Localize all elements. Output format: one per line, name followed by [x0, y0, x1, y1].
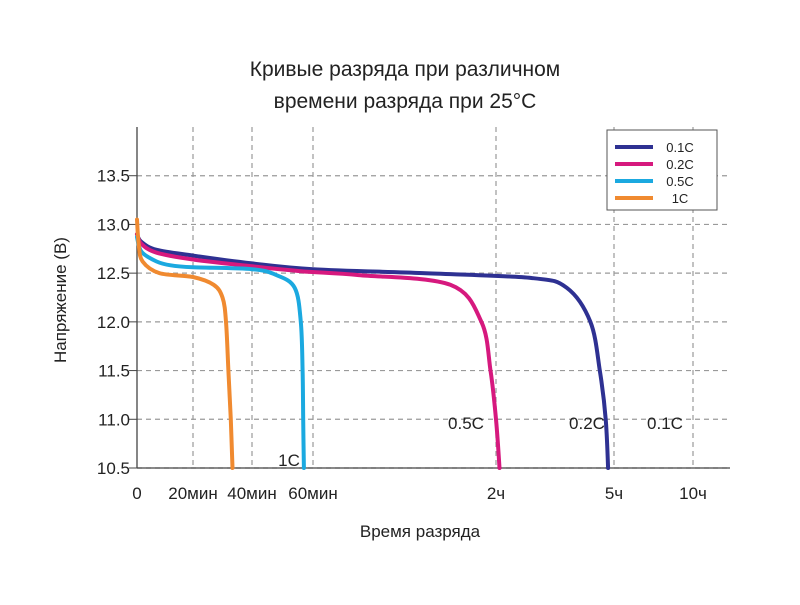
- chart-title-line-2: времени разряда при 25°C: [274, 90, 537, 113]
- series-line-02c: [135, 232, 502, 470]
- chart-title-line-1: Кривые разряда при различном: [250, 58, 561, 81]
- curve-label-layer: 0.1C 0.2C 0.5C 1C: [278, 414, 683, 470]
- x-tick-label: 20мин: [168, 484, 217, 503]
- y-tick-label: 12.5: [97, 264, 130, 283]
- legend-label-01c: 0.1C: [666, 140, 693, 155]
- y-tick-label: 10.5: [97, 459, 130, 478]
- x-axis-title: Время разряда: [360, 522, 481, 541]
- legend: 0.1C 0.2C 0.5C 1C: [606, 129, 718, 211]
- curve-label-02c: 0.2C: [569, 414, 605, 433]
- y-axis-title: Напряжение (В): [51, 237, 70, 363]
- curve-label-1c: 1C: [278, 451, 300, 470]
- y-tick-label: 12.0: [97, 313, 130, 332]
- y-tick-label: 13.5: [97, 167, 130, 186]
- x-tick-label: 10ч: [679, 484, 707, 503]
- x-tick-label: 2ч: [487, 484, 505, 503]
- series-layer: [135, 217, 611, 470]
- curve-label-05c: 0.5C: [448, 414, 484, 433]
- series-line-05c: [135, 235, 306, 470]
- y-tick-label: 11.0: [98, 410, 130, 429]
- x-tick-label: 60мин: [288, 484, 337, 503]
- legend-label-05c: 0.5C: [666, 174, 693, 189]
- y-tick-label: 11.5: [98, 362, 130, 381]
- y-tick-label: 13.0: [97, 215, 130, 234]
- series-line-1c: [135, 217, 235, 470]
- axis-layer: 10.5 11.0 11.5 12.0 12.5 13.0 13.5 0 20мин 40мин 6…: [97, 127, 730, 503]
- legend-label-1c: 1C: [672, 191, 689, 206]
- legend-label-02c: 0.2C: [666, 157, 693, 172]
- x-tick-label: 5ч: [605, 484, 623, 503]
- x-tick-label: 0: [132, 484, 141, 503]
- curve-label-01c: 0.1C: [647, 414, 683, 433]
- x-tick-label: 40мин: [227, 484, 276, 503]
- series-line-01c: [135, 232, 611, 470]
